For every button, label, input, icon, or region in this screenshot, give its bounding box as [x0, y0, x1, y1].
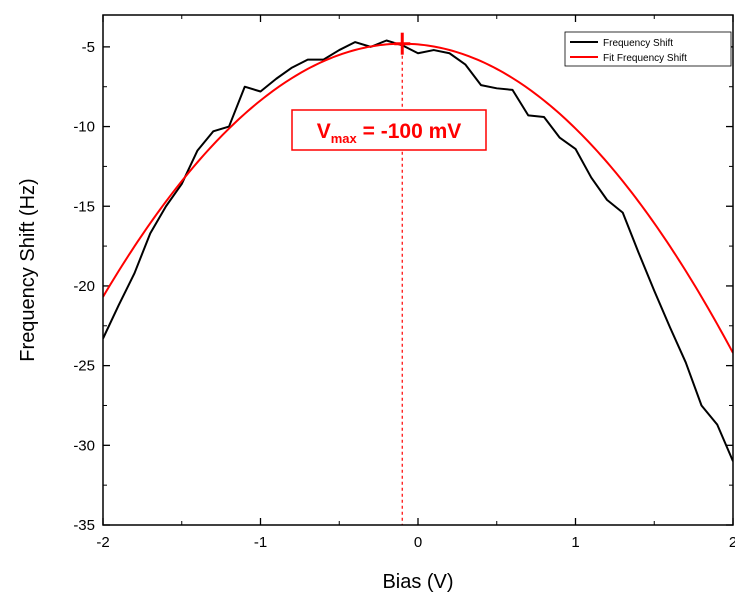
y-tick-label: -25	[73, 358, 95, 375]
plot-area	[103, 15, 733, 525]
x-axis-title: Bias (V)	[382, 571, 453, 593]
legend-box	[564, 31, 732, 67]
series-layer	[103, 39, 733, 462]
y-tick-label: -10	[73, 119, 95, 136]
x-tick-label: 1	[571, 534, 579, 551]
x-tick-label: -2	[96, 534, 109, 551]
x-tick-label: 2	[729, 534, 735, 551]
legend: Frequency Shift Fit Frequency Shift	[564, 31, 732, 67]
vmax-annotation-box: Vmax = -100 mV	[291, 109, 487, 151]
vmax-label-sub: max	[331, 131, 358, 146]
plot-frame	[102, 14, 734, 526]
legend-label-frequency-shift: Frequency Shift	[603, 38, 673, 49]
vmax-label: Vmax = -100 mV	[317, 120, 462, 146]
series-line-frequency-shift	[103, 39, 733, 462]
x-tick-label: -1	[254, 534, 267, 551]
legend-label-fit-frequency-shift: Fit Frequency Shift	[603, 53, 687, 64]
y-tick-label: -5	[82, 39, 95, 56]
y-tick-label: -20	[73, 278, 95, 295]
y-tick-label: -30	[73, 437, 95, 454]
y-tick-label: -15	[73, 198, 95, 215]
series-line-fit-frequency-shift	[103, 42, 733, 354]
x-tick-label: 0	[414, 534, 422, 551]
vmax-label-main: V	[317, 120, 331, 143]
y-tick-label: -35	[73, 517, 95, 534]
vmax-label-box	[291, 109, 487, 151]
vmax-label-value: = -100 mV	[357, 120, 461, 143]
y-axis-title: Frequency Shift (Hz)	[17, 178, 39, 361]
